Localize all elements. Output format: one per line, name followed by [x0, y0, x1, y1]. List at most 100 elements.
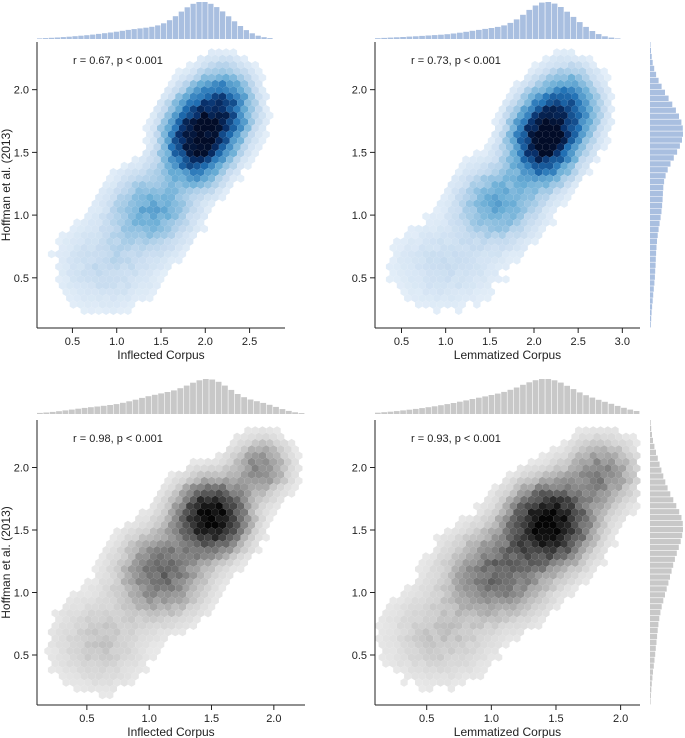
hex-cell	[175, 231, 183, 240]
hex-cell	[586, 105, 594, 114]
hex-cell	[142, 174, 150, 183]
hist-bar-x	[412, 408, 419, 414]
hex-cell	[393, 627, 401, 637]
hex-cell	[542, 546, 550, 555]
hex-cell	[455, 281, 463, 290]
hex-cell	[564, 470, 572, 479]
hex-cell	[513, 609, 521, 618]
hex-cell	[476, 546, 485, 555]
hex-cell	[157, 186, 165, 196]
hex-cell	[556, 558, 565, 567]
hex-cell	[240, 508, 248, 517]
hex-cell	[160, 92, 168, 101]
hex-cell	[600, 558, 608, 567]
hex-cell	[146, 243, 154, 252]
hex-cell	[487, 237, 495, 246]
hex-cell	[55, 275, 63, 284]
hex-cell	[502, 249, 510, 259]
hex-cell	[582, 73, 590, 82]
hex-cell	[69, 653, 77, 662]
hex-cell	[473, 237, 481, 246]
hex-cell	[462, 672, 470, 681]
hex-cell	[462, 205, 470, 215]
hex-cell	[113, 527, 121, 536]
hex-cell	[127, 161, 136, 171]
hex-cell	[197, 558, 205, 567]
marginal-histogram-y	[650, 420, 683, 705]
hex-cell	[102, 281, 110, 290]
hex-cell	[531, 224, 539, 234]
hex-cell	[502, 615, 510, 624]
x-tick-label: 2.5	[571, 336, 586, 348]
hex-cell	[578, 92, 586, 101]
hex-cell	[178, 602, 187, 612]
hist-bar-x	[273, 406, 279, 414]
hex-cell	[124, 621, 132, 630]
hex-cell	[200, 136, 208, 145]
hex-cell	[586, 558, 594, 567]
hist-bar-x	[54, 37, 60, 39]
hex-cell	[193, 136, 201, 145]
hist-bar-x	[583, 26, 589, 39]
hex-cell	[462, 520, 470, 530]
hex-cell	[229, 123, 238, 133]
hex-cell	[578, 533, 586, 542]
hex-cell	[484, 546, 492, 555]
hex-cell	[84, 602, 92, 612]
hex-cell	[273, 489, 281, 498]
hex-cell	[593, 495, 601, 504]
hex-cell	[131, 672, 139, 681]
hex-cell	[538, 514, 546, 523]
hex-cell	[520, 495, 528, 504]
hex-cell	[556, 193, 565, 202]
hex-cell	[509, 86, 517, 95]
hex-cell	[208, 174, 216, 183]
hist-bar-x	[419, 35, 425, 39]
hex-cell	[244, 451, 252, 460]
hex-cell	[84, 262, 92, 271]
hist-bar-y	[650, 687, 652, 693]
hex-cell	[262, 520, 270, 530]
hex-cell	[160, 268, 168, 278]
hex-cell	[157, 149, 165, 158]
hex-cell	[567, 111, 576, 120]
hex-cell	[204, 558, 212, 567]
hex-cell	[498, 231, 506, 240]
hex-cell	[484, 646, 492, 656]
hex-cell	[553, 489, 561, 498]
hex-cell	[175, 256, 183, 265]
hex-cell	[502, 212, 510, 221]
hex-cell	[476, 596, 485, 605]
hex-cell	[411, 256, 419, 265]
hex-cell	[484, 142, 492, 152]
hex-cell	[531, 577, 539, 586]
hex-cell	[175, 168, 183, 177]
hex-cell	[55, 653, 63, 662]
hex-cell	[589, 136, 597, 145]
hex-cell	[575, 527, 583, 536]
hex-cell	[476, 634, 485, 643]
hex-cell	[469, 609, 477, 618]
hex-cell	[396, 659, 405, 668]
x-tick-label: 2.5	[242, 336, 257, 348]
hex-cell	[513, 105, 521, 114]
hex-cell	[524, 539, 532, 549]
hex-cell	[200, 564, 208, 574]
hex-cell	[218, 180, 227, 189]
hex-cell	[600, 79, 608, 89]
hex-cell	[164, 123, 172, 133]
hex-cell	[80, 294, 88, 303]
hex-cell	[229, 451, 238, 460]
hist-bar-x	[183, 385, 190, 414]
hex-cell	[182, 558, 190, 567]
hex-cell	[382, 609, 390, 618]
hex-cell	[407, 249, 415, 259]
hex-cell	[542, 79, 550, 89]
hex-cell	[258, 426, 267, 435]
hex-cell	[284, 470, 292, 479]
hex-cell	[189, 79, 197, 89]
hist-bar-x	[190, 382, 196, 414]
hex-cell	[567, 48, 576, 57]
hex-cell	[520, 546, 528, 555]
hex-cell	[102, 294, 110, 303]
